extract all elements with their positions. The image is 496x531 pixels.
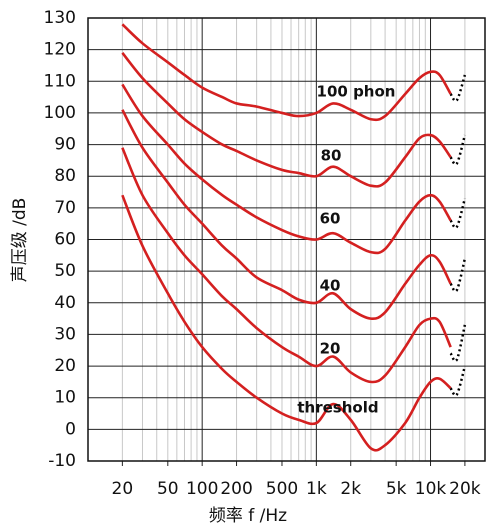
x-tick-label: 20k bbox=[449, 479, 481, 499]
plot-frame bbox=[87, 17, 486, 462]
y-tick-label: 70 bbox=[54, 198, 76, 218]
contour-line bbox=[121, 83, 452, 255]
contour-line bbox=[121, 194, 452, 452]
x-tick-label: 10k bbox=[415, 479, 447, 499]
contour-line bbox=[121, 109, 452, 321]
contour-line bbox=[121, 23, 452, 122]
contour-label: threshold bbox=[297, 399, 378, 417]
contour-extension bbox=[449, 74, 467, 103]
contour-label: 100 phon bbox=[317, 83, 396, 101]
x-tick-label: 1k bbox=[306, 479, 327, 499]
contour-extension bbox=[449, 134, 467, 166]
y-tick-label: 0 bbox=[65, 419, 76, 439]
y-tick-label: 10 bbox=[54, 388, 76, 408]
y-tick-label: 100 bbox=[44, 103, 76, 123]
contour-extension bbox=[449, 198, 467, 229]
y-tick-label: 50 bbox=[54, 261, 76, 281]
y-tick-label: -10 bbox=[48, 451, 76, 471]
contour-label: 40 bbox=[320, 277, 341, 295]
y-axis-title: 声压级 /dB bbox=[10, 198, 30, 283]
x-tick-label: 50 bbox=[157, 479, 179, 499]
contour-line bbox=[121, 51, 452, 188]
x-tick-label: 20 bbox=[112, 479, 134, 499]
y-tick-label: 40 bbox=[54, 293, 76, 313]
contour-label: 20 bbox=[320, 340, 341, 358]
y-tick-label: 60 bbox=[54, 230, 76, 250]
y-tick-label: 110 bbox=[44, 71, 76, 91]
y-tick-label: 120 bbox=[44, 40, 76, 60]
y-tick-label: 30 bbox=[54, 324, 76, 344]
y-tick-label: 80 bbox=[54, 166, 76, 186]
x-tick-label: 100 bbox=[186, 479, 218, 499]
y-tick-label: 90 bbox=[54, 135, 76, 155]
x-tick-label: 2k bbox=[340, 479, 361, 499]
x-tick-label: 200 bbox=[220, 479, 252, 499]
contour-extension bbox=[449, 324, 467, 363]
contour-label: 80 bbox=[321, 147, 342, 165]
contour-label: 60 bbox=[320, 210, 341, 228]
x-tick-label: 500 bbox=[266, 479, 298, 499]
x-tick-label: 5k bbox=[386, 479, 407, 499]
y-tick-label: 20 bbox=[54, 356, 76, 376]
y-tick-label: 130 bbox=[44, 8, 76, 28]
x-axis-title: 频率 f /Hz bbox=[209, 506, 287, 526]
contour-line bbox=[121, 147, 452, 384]
contour-extension bbox=[449, 365, 467, 397]
contour-extension bbox=[449, 258, 467, 293]
